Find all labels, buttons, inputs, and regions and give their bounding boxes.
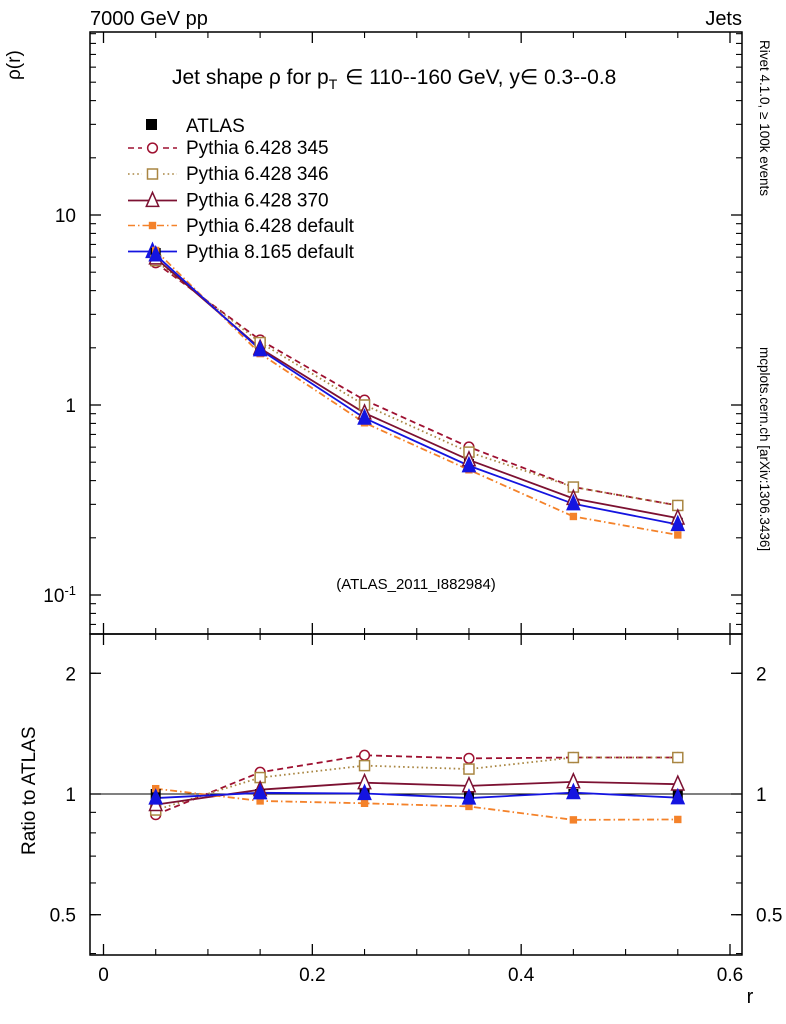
- svg-text:r: r: [747, 986, 754, 1008]
- svg-text:Pythia 6.428 default: Pythia 6.428 default: [186, 216, 355, 237]
- svg-text:7000 GeV pp: 7000 GeV pp: [90, 8, 208, 30]
- svg-text:Pythia 6.428 346: Pythia 6.428 346: [186, 164, 329, 185]
- svg-text:(ATLAS_2011_I882984): (ATLAS_2011_I882984): [336, 576, 496, 593]
- svg-text:Ratio to ATLAS: Ratio to ATLAS: [19, 727, 40, 856]
- svg-text:Pythia 8.165 default: Pythia 8.165 default: [186, 242, 355, 263]
- svg-text:Jet shape ρ for pT ∈ 110--160: Jet shape ρ for pT ∈ 110--160 GeV, y∈ 0.…: [172, 66, 616, 92]
- svg-text:0.5: 0.5: [756, 906, 782, 927]
- svg-text:ATLAS: ATLAS: [186, 116, 245, 137]
- svg-text:2: 2: [65, 664, 76, 685]
- svg-text:0.6: 0.6: [717, 965, 743, 986]
- svg-text:Pythia 6.428 345: Pythia 6.428 345: [186, 138, 329, 159]
- svg-text:Pythia 6.428 370: Pythia 6.428 370: [186, 191, 329, 212]
- svg-text:10: 10: [55, 206, 76, 227]
- svg-text:mcplots.cern.ch [arXiv:1306.34: mcplots.cern.ch [arXiv:1306.3436]: [757, 347, 772, 551]
- svg-text:1: 1: [65, 785, 76, 806]
- svg-text:Rivet 4.1.0, ≥ 100k events: Rivet 4.1.0, ≥ 100k events: [757, 40, 772, 196]
- svg-text:0.5: 0.5: [50, 906, 76, 927]
- svg-text:0.2: 0.2: [299, 965, 325, 986]
- svg-text:ρ(r): ρ(r): [4, 50, 25, 80]
- svg-text:2: 2: [756, 664, 767, 685]
- svg-text:1: 1: [65, 396, 76, 417]
- svg-text:Jets: Jets: [705, 8, 742, 30]
- svg-text:0: 0: [98, 965, 109, 986]
- svg-text:0.4: 0.4: [508, 965, 535, 986]
- svg-text:1: 1: [756, 785, 767, 806]
